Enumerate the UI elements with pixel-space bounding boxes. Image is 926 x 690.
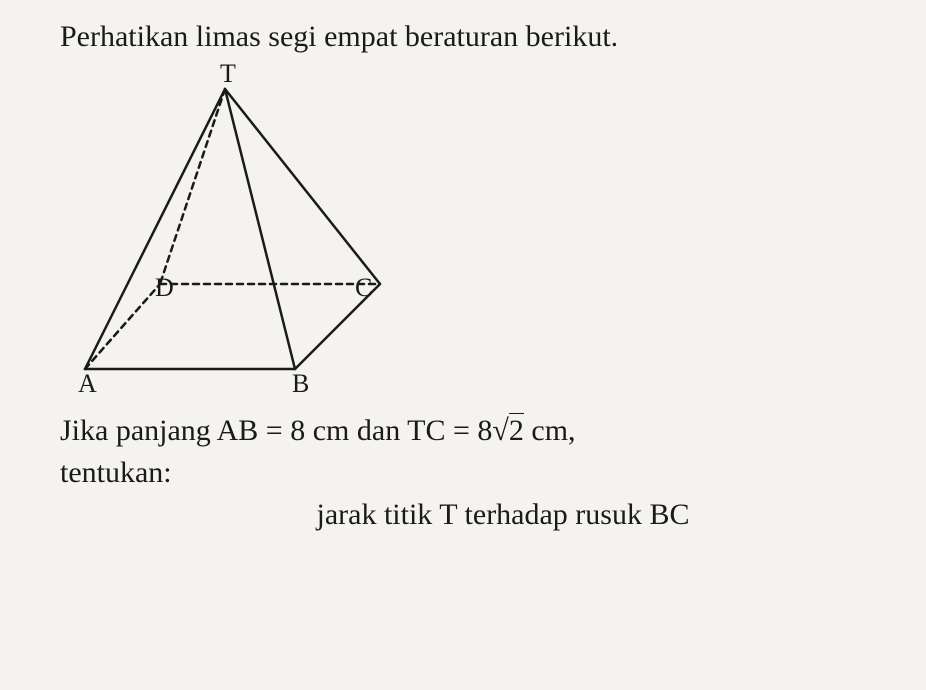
tc-radicand: 2 (509, 413, 524, 447)
vertex-label-d: D (155, 273, 174, 302)
vertex-label-t: T (220, 64, 236, 88)
vertex-label-a: A (78, 369, 97, 394)
tc-coeff: 8 (477, 414, 492, 447)
sqrt-sign: √ (492, 414, 508, 447)
problem-title: Perhatikan limas segi empat beraturan be… (60, 20, 886, 54)
sqrt-expression: √2 (492, 414, 523, 448)
determine-line: tentukan: (60, 456, 886, 490)
given-line: Jika panjang AB = 8 cm dan TC = 8√2 cm, (60, 414, 886, 448)
ask-line: jarak titik T terhadap rusuk BC (120, 498, 886, 532)
unit1: cm dan TC = (305, 414, 477, 447)
pyramid-svg: T A B C D (60, 64, 420, 394)
unit2: cm, (524, 414, 576, 447)
vertex-label-c: C (355, 273, 372, 302)
vertex-label-b: B (292, 369, 309, 394)
ab-value: 8 (290, 414, 305, 447)
question-block: Jika panjang AB = 8 cm dan TC = 8√2 cm, … (60, 414, 886, 532)
given-prefix: Jika panjang AB = (60, 414, 290, 447)
pyramid-diagram: T A B C D (60, 64, 420, 394)
